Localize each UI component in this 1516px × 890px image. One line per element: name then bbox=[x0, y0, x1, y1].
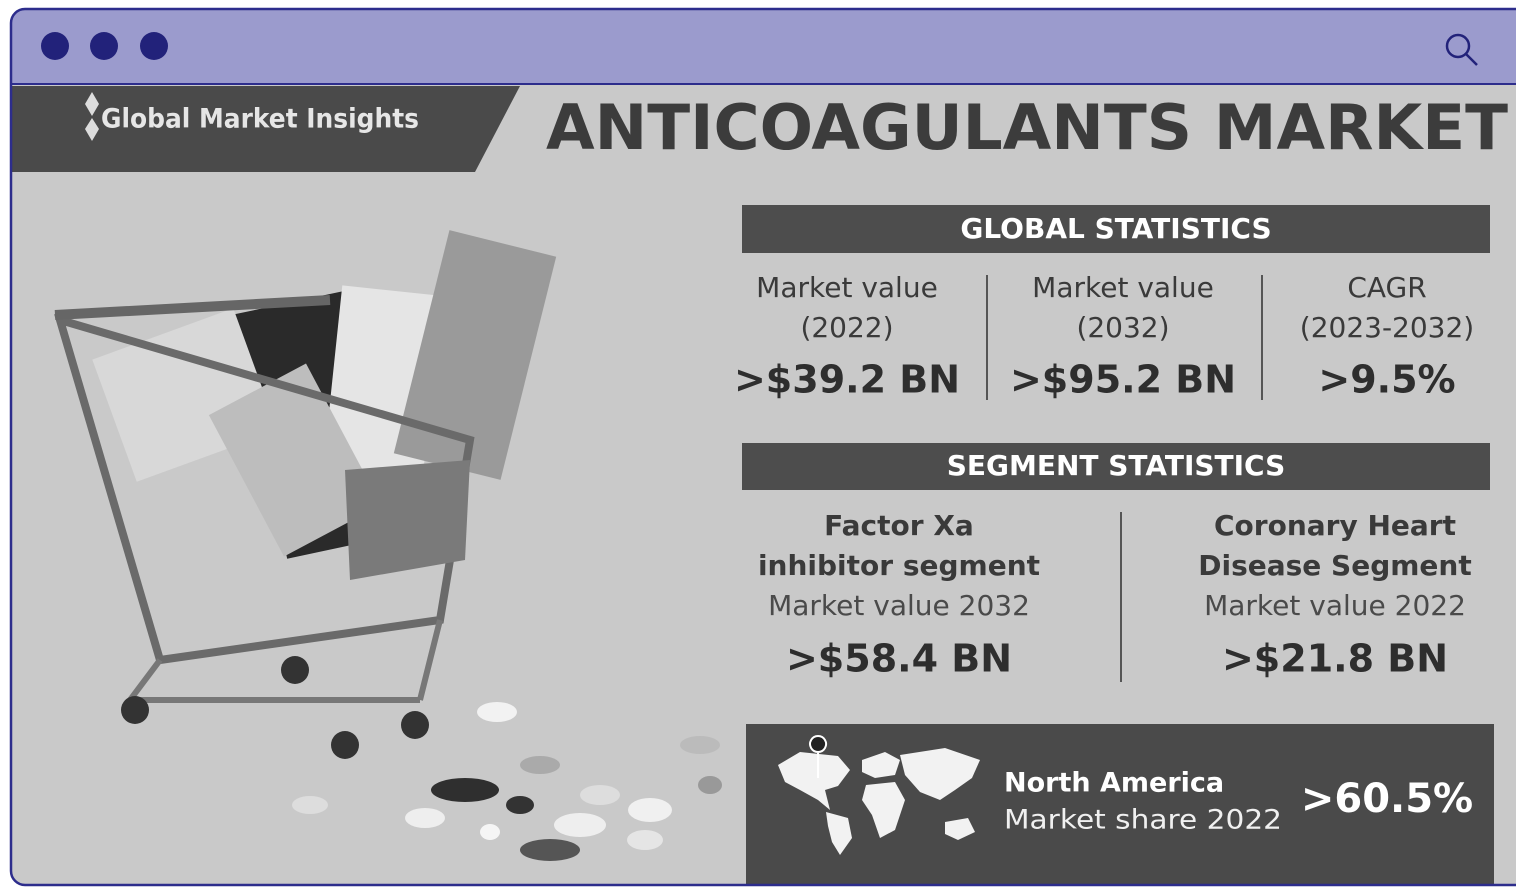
window-dot[interactable] bbox=[41, 32, 69, 60]
stat-value: >$39.2 BN bbox=[734, 358, 960, 402]
stat-label: Market value bbox=[1032, 271, 1214, 304]
region-value: >60.5% bbox=[1301, 776, 1473, 822]
window-dot[interactable] bbox=[90, 32, 118, 60]
segment-name: inhibitor segment bbox=[758, 549, 1040, 582]
section-heading: GLOBAL STATISTICS bbox=[960, 212, 1271, 245]
stat-label: (2022) bbox=[800, 311, 893, 344]
window-dot[interactable] bbox=[140, 32, 168, 60]
logo-text: Global Market Insights bbox=[101, 104, 419, 135]
page-title: ANTICOAGULANTS MARKET bbox=[546, 91, 1508, 164]
global-stats: Market value (2022) >$39.2 BN Market value (… bbox=[734, 271, 1474, 402]
stat-value: >9.5% bbox=[1318, 358, 1455, 402]
segment-metric: Market value 2032 bbox=[768, 589, 1030, 622]
cart-illustration bbox=[54, 230, 557, 759]
window-border bbox=[9, 7, 1516, 887]
pills bbox=[292, 702, 722, 861]
segment-value: >$21.8 BN bbox=[1222, 637, 1448, 681]
stat-label: (2023-2032) bbox=[1300, 311, 1474, 344]
region-name: North America bbox=[1004, 768, 1224, 799]
section-heading: SEGMENT STATISTICS bbox=[947, 449, 1286, 482]
segment-name: Factor Xa bbox=[824, 509, 974, 542]
section-header bbox=[742, 443, 1490, 490]
region-metric: Market share 2022 bbox=[1004, 805, 1282, 836]
search-icon[interactable] bbox=[1445, 33, 1478, 66]
logo-mark bbox=[85, 92, 99, 141]
world-map-icon bbox=[778, 748, 980, 855]
segment-metric: Market value 2022 bbox=[1204, 589, 1466, 622]
stat-label: (2032) bbox=[1076, 311, 1169, 344]
segment-name: Coronary Heart bbox=[1214, 509, 1456, 542]
stat-label: Market value bbox=[756, 271, 938, 304]
segment-name: Disease Segment bbox=[1198, 549, 1471, 582]
stat-label: CAGR bbox=[1347, 271, 1426, 304]
section-header bbox=[742, 205, 1490, 253]
location-pin bbox=[809, 735, 827, 779]
top-bar bbox=[11, 9, 1516, 84]
stat-value: >$95.2 BN bbox=[1010, 358, 1236, 402]
segment-value: >$58.4 BN bbox=[786, 637, 1012, 681]
logo-band bbox=[11, 86, 520, 172]
window-content: Global Market Insights ANTICOAGULANTS MA… bbox=[11, 9, 1516, 885]
segment-stats: Factor Xa inhibitor segment Market value 2… bbox=[758, 509, 1472, 681]
